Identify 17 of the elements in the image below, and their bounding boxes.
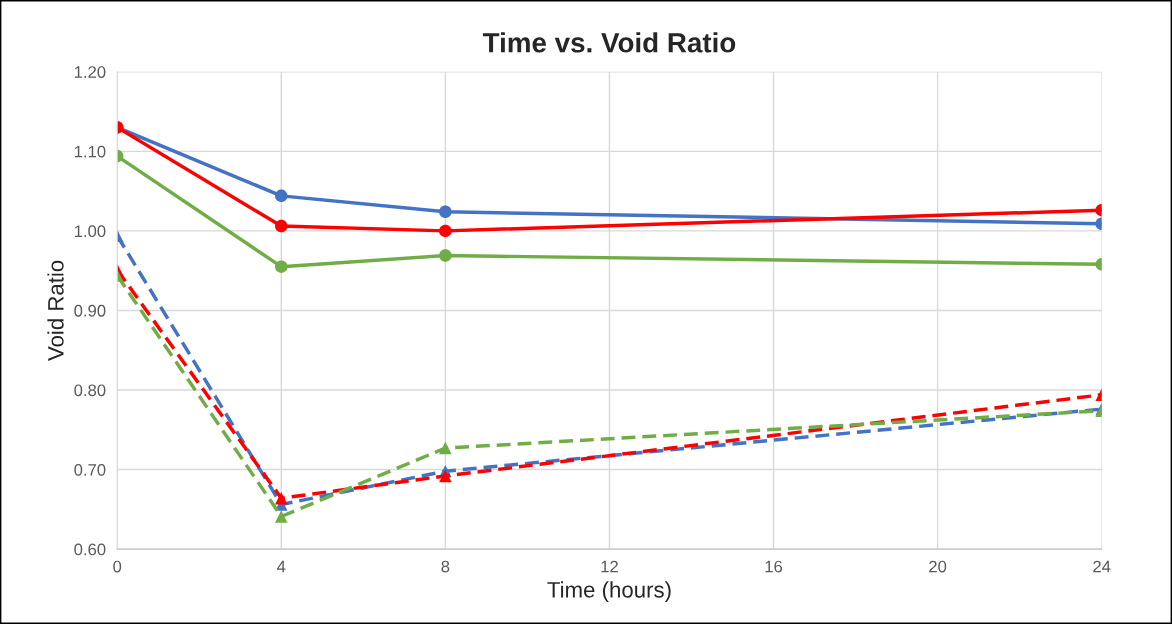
y-axis-title: Void Ratio xyxy=(47,260,64,361)
y-tick-label: 1.20 xyxy=(74,66,106,78)
y-tick-label: 0.80 xyxy=(74,384,106,397)
y-tick-label: 1.10 xyxy=(74,145,106,158)
y-tick-label: 0.70 xyxy=(74,463,106,476)
chart-title: Time vs. Void Ratio xyxy=(482,32,736,53)
x-tick-label: 8 xyxy=(441,560,450,573)
x-tick-label: 12 xyxy=(601,560,618,573)
x-tick-label: 0 xyxy=(113,560,122,573)
y-tick-label: 1.00 xyxy=(74,225,106,238)
x-tick-label: 16 xyxy=(765,560,783,573)
x-tick-label: 4 xyxy=(277,560,286,573)
x-axis-title: Time (hours) xyxy=(547,581,671,603)
x-tick-label: 24 xyxy=(1093,560,1111,573)
y-tick-label: 0.60 xyxy=(74,543,106,556)
y-tick-label: 0.90 xyxy=(74,304,106,317)
x-tick-label: 20 xyxy=(929,560,947,573)
